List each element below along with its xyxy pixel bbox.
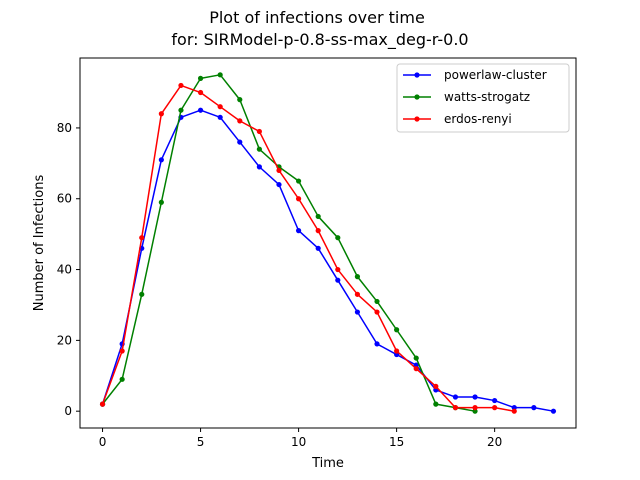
- data-point: [237, 118, 243, 124]
- data-point: [374, 298, 380, 305]
- data-point: [354, 309, 361, 315]
- data-point: [335, 277, 341, 283]
- legend-label: watts-strogatz: [444, 90, 530, 104]
- legend: powerlaw-cluster watts-strogatz erdos-reny…: [396, 63, 570, 133]
- data-point: [492, 405, 498, 411]
- data-point: [99, 401, 106, 407]
- plot-area: [99, 72, 557, 414]
- legend-marker: [414, 72, 420, 78]
- data-point: [374, 309, 380, 315]
- data-point: [452, 394, 459, 400]
- legend-label: powerlaw-cluster: [444, 68, 547, 82]
- data-point: [158, 157, 164, 163]
- y-tick-label: 20: [57, 333, 72, 347]
- data-point: [217, 104, 223, 110]
- series-line-erdos-renyi: [101, 84, 515, 412]
- data-point: [472, 394, 478, 400]
- data-point: [295, 196, 302, 202]
- data-point: [433, 383, 439, 389]
- data-point: [178, 107, 184, 113]
- data-point: [217, 72, 223, 78]
- data-point: [295, 228, 302, 234]
- data-point: [276, 167, 282, 174]
- legend-item-powerlaw-cluster: powerlaw-cluster: [403, 68, 547, 82]
- x-tick-label: 5: [197, 435, 205, 449]
- x-axis: 0 5 10 15 20: [99, 428, 502, 449]
- chart-subtitle: for: SIRModel-p-0.8-ss-max_deg-r-0.0: [171, 30, 468, 50]
- series-powerlaw-cluster: [99, 107, 557, 414]
- data-point: [492, 397, 498, 404]
- data-point: [315, 228, 321, 234]
- legend-box: [396, 63, 570, 133]
- series-line-watts-strogatz: [101, 74, 476, 412]
- data-point: [315, 245, 321, 251]
- y-tick-label: 0: [64, 404, 72, 418]
- data-point: [550, 408, 557, 414]
- x-tick-label: 0: [99, 435, 107, 449]
- data-point: [158, 199, 164, 205]
- legend-item-erdos-renyi: erdos-renyi: [403, 112, 512, 126]
- legend-label: erdos-renyi: [444, 112, 512, 126]
- data-point: [354, 274, 361, 280]
- y-tick-label: 40: [57, 263, 72, 277]
- data-point: [178, 82, 184, 89]
- data-point: [433, 401, 439, 407]
- data-point: [197, 75, 204, 81]
- data-point: [197, 89, 204, 96]
- plot-frame: [79, 57, 577, 429]
- data-point: [139, 235, 145, 241]
- data-point: [237, 97, 243, 103]
- data-point: [335, 266, 341, 273]
- data-point: [472, 405, 478, 411]
- y-tick-label: 80: [57, 121, 72, 135]
- x-tick-label: 15: [389, 435, 404, 449]
- data-point: [315, 213, 321, 220]
- data-point: [256, 128, 262, 135]
- data-point: [237, 139, 243, 145]
- data-point: [119, 348, 125, 354]
- data-point: [256, 146, 262, 152]
- data-point: [354, 291, 361, 297]
- x-tick-label: 10: [291, 435, 306, 449]
- data-point: [197, 107, 204, 113]
- data-point: [394, 348, 400, 354]
- data-point: [335, 235, 341, 241]
- data-point: [413, 366, 419, 372]
- data-point: [139, 291, 145, 297]
- series-line-powerlaw-cluster: [101, 109, 554, 412]
- legend-marker: [414, 94, 420, 100]
- data-point: [158, 111, 164, 117]
- data-point: [374, 341, 380, 347]
- data-point: [531, 405, 537, 411]
- legend-item-watts-strogatz: watts-strogatz: [403, 90, 530, 104]
- x-axis-label: Time: [311, 456, 344, 471]
- data-point: [295, 178, 302, 184]
- data-point: [452, 405, 459, 411]
- data-point: [511, 408, 517, 414]
- chart-title: Plot of infections over time: [209, 8, 425, 27]
- x-tick-label: 20: [487, 435, 502, 449]
- data-point: [394, 327, 400, 333]
- data-point: [119, 376, 125, 382]
- legend-marker: [414, 116, 420, 122]
- y-tick-label: 60: [57, 192, 72, 206]
- y-axis: 0 20 40 60 80: [57, 121, 80, 418]
- data-point: [413, 355, 419, 361]
- y-axis-label: Number of Infections: [32, 175, 47, 312]
- data-point: [276, 181, 282, 188]
- series-erdos-renyi: [99, 82, 517, 414]
- data-point: [217, 114, 223, 120]
- data-point: [256, 164, 262, 170]
